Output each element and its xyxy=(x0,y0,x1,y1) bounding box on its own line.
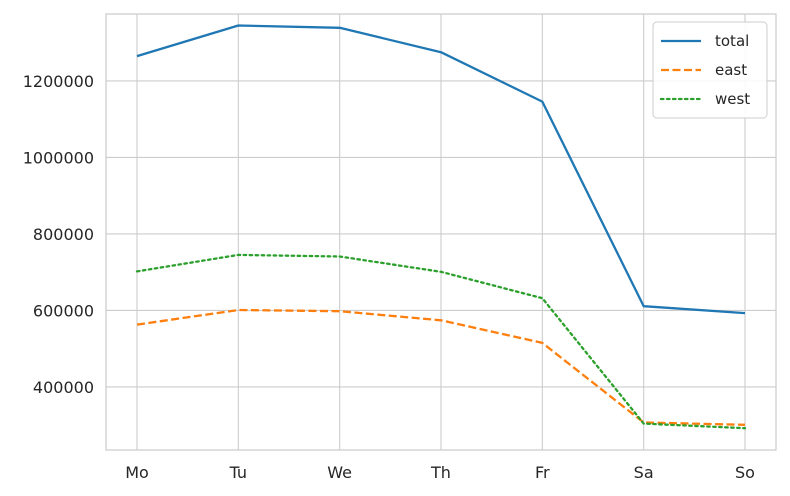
series-lines xyxy=(135,24,747,430)
legend-label-east: east xyxy=(715,61,747,79)
x-axis-tick-labels: Mo Tu We Th Fr Sa So xyxy=(125,463,755,482)
x-tick-label: Sa xyxy=(634,463,654,482)
series-line-total xyxy=(136,24,746,315)
y-tick-label: 1000000 xyxy=(23,148,94,167)
x-tick-label: Th xyxy=(430,463,451,482)
x-tick-label: So xyxy=(735,463,755,482)
y-tick-label: 400000 xyxy=(33,378,94,397)
y-tick-label: 1200000 xyxy=(23,72,94,91)
legend-box xyxy=(652,21,768,119)
legend: total east west xyxy=(652,21,768,119)
series-line-east xyxy=(136,308,746,426)
x-tick-label: Tu xyxy=(229,463,247,482)
y-tick-label: 800000 xyxy=(33,225,94,244)
x-tick-label: We xyxy=(327,463,352,482)
plot-area xyxy=(105,13,777,451)
series-line-west xyxy=(135,253,747,430)
x-tick-label: Fr xyxy=(535,463,550,482)
legend-label-total: total xyxy=(715,32,749,50)
x-tick-label: Mo xyxy=(125,463,149,482)
y-axis-tick-labels: 400000 600000 800000 1000000 1200000 xyxy=(23,72,94,397)
y-tick-label: 600000 xyxy=(33,301,94,320)
grid xyxy=(106,14,776,450)
legend-label-west: west xyxy=(715,90,750,108)
